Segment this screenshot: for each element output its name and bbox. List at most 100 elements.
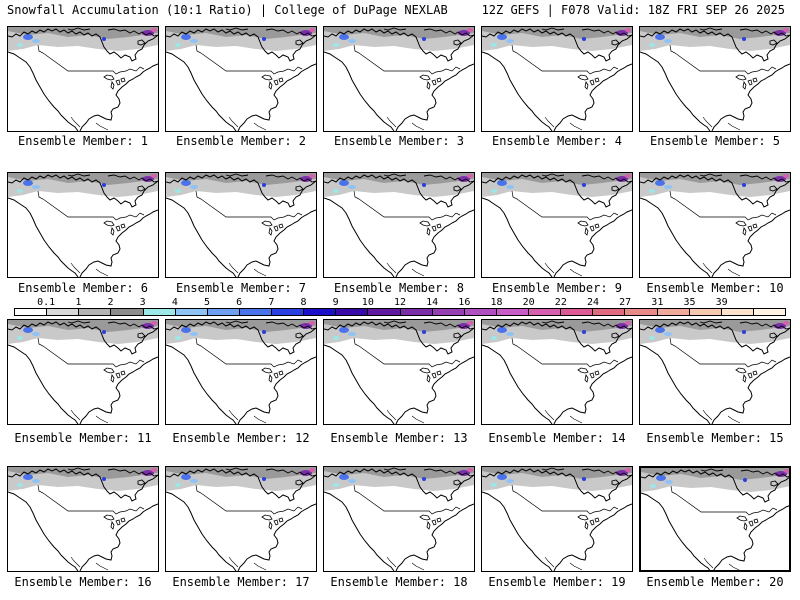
snowfall-spot [23, 474, 33, 480]
great-lakes [261, 367, 284, 383]
colorbar-tick-label: 0.1 [37, 297, 56, 308]
great-lakes [419, 367, 442, 383]
snowfall-spot [190, 479, 198, 483]
snowfall-spot [348, 39, 356, 43]
colorbar-tick-label: 2 [107, 297, 114, 308]
great-lakes [735, 367, 758, 383]
snowfall-spot [582, 37, 586, 41]
mexico-border [386, 116, 425, 131]
snowfall-spot [102, 330, 106, 334]
mexico-border [228, 409, 267, 424]
snowfall-spot [175, 336, 181, 340]
run-valid-time: 12Z GEFS | F078 Valid: 18Z FRI SEP 26 20… [481, 3, 785, 17]
ensemble-member-label: Ensemble Member: 7 [175, 281, 307, 295]
snowfall-spot [506, 479, 514, 483]
ensemble-member-map [481, 172, 633, 278]
north-america-map [482, 467, 632, 571]
ensemble-member-map [7, 319, 159, 425]
coastline [324, 321, 474, 424]
snowfall-spot [497, 34, 507, 40]
snowfall-spot [625, 174, 631, 178]
colorbar-swatch [400, 309, 433, 315]
us-canada-border [669, 44, 777, 75]
heavy-snow-area [166, 320, 316, 332]
colorbar-swatch [79, 309, 112, 315]
mexico-border [544, 116, 583, 131]
snowfall-spot [783, 321, 789, 325]
north-america-map [324, 27, 474, 131]
great-lakes [103, 514, 126, 530]
colorbar-swatch [207, 309, 240, 315]
heavy-snow-area [324, 173, 474, 185]
snowfall-spot [422, 330, 426, 334]
snowfall-colorbar: 0.1 1 2 3 4 5 6 7 8 9 10 12 14 16 18 20 22 24 27 31 35 39 [14, 297, 786, 319]
snowfall-spot [422, 37, 426, 41]
us-canada-border [511, 337, 619, 368]
north-america-map [640, 320, 790, 424]
coastline [166, 174, 316, 277]
heavy-snow-area [8, 467, 158, 479]
snowfall-spot [190, 185, 198, 189]
colorbar-tick-label: 4 [171, 297, 178, 308]
snowfall-spot [17, 483, 23, 487]
snowfall-spot [467, 174, 473, 178]
coastline [640, 174, 790, 277]
colorbar-swatch [239, 309, 272, 315]
ensemble-member-map [323, 466, 475, 572]
snowfall-spot [23, 34, 33, 40]
colorbar-tick-label: 14 [426, 297, 439, 308]
great-lakes [419, 220, 442, 236]
heavy-snow-area [8, 27, 158, 39]
colorbar-swatch [368, 309, 401, 315]
ensemble-member-label: Ensemble Member: 14 [488, 431, 626, 445]
great-lakes [735, 220, 758, 236]
snowfall-spot [665, 480, 673, 484]
snowfall-spot [32, 479, 40, 483]
mexico-border [228, 556, 267, 571]
snowfall-spot [664, 39, 672, 43]
ensemble-member-map [639, 319, 791, 425]
snowfall-spot [309, 321, 315, 325]
great-lakes [103, 74, 126, 90]
snowfall-spot [333, 189, 339, 193]
north-america-map [324, 173, 474, 277]
snowfall-spot [17, 189, 23, 193]
snowfall-spot [175, 43, 181, 47]
snowfall-spot [649, 43, 655, 47]
heavy-snow-area [8, 173, 158, 185]
colorbar-tick-label: 24 [586, 297, 600, 308]
us-canada-border [195, 484, 303, 515]
snowfall-spot [339, 327, 349, 333]
us-canada-border [670, 485, 778, 516]
snowfall-spot [348, 479, 356, 483]
colorbar-tick-label: 7 [268, 297, 275, 308]
heavy-snow-area [482, 173, 632, 185]
colorbar-swatch [657, 309, 690, 315]
snowfall-spot [664, 185, 672, 189]
colorbar-swatch [561, 309, 594, 315]
coastline [324, 28, 474, 131]
ensemble-member-label: Ensemble Member: 2 [175, 134, 307, 148]
chart-title: Snowfall Accumulation (10:1 Ratio) | Col… [7, 3, 448, 17]
great-lakes [419, 514, 442, 530]
snowfall-spot [348, 185, 356, 189]
colorbar-swatch [529, 309, 562, 315]
snowfall-spot [190, 332, 198, 336]
arctic-islands-outline [67, 467, 158, 486]
great-lakes [577, 514, 600, 530]
heavy-snow-area [482, 320, 632, 332]
arctic-islands-outline [383, 467, 474, 486]
colorbar-tick-label: 12 [393, 297, 407, 308]
great-lakes [577, 220, 600, 236]
ensemble-member-label: Ensemble Member: 10 [646, 281, 784, 295]
ensemble-member-label: Ensemble Member: 8 [333, 281, 465, 295]
colorbar-tick-label: 20 [522, 297, 535, 308]
ensemble-member-label: Ensemble Member: 11 [14, 431, 152, 445]
heavy-snow-area [640, 173, 790, 185]
north-america-map [8, 467, 158, 571]
great-lakes [577, 367, 600, 383]
heavy-snow-area [482, 27, 632, 39]
snowfall-spot [339, 474, 349, 480]
snowfall-spot [32, 332, 40, 336]
snowfall-spot [151, 321, 157, 325]
